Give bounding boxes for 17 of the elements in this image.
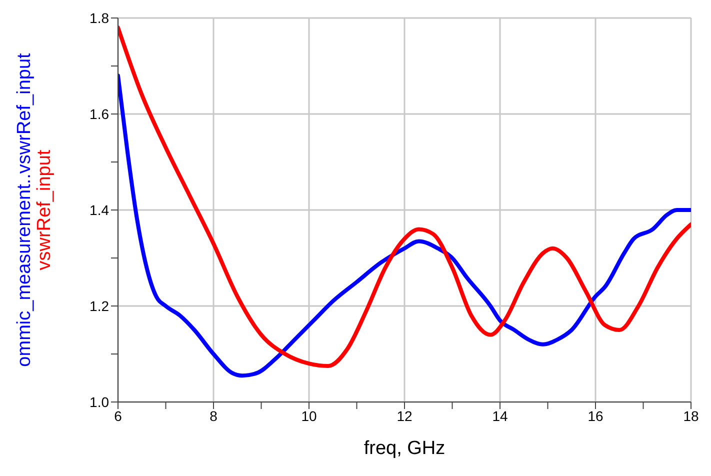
- y-tick-label: 1.6: [90, 106, 110, 122]
- x-tick-label: 18: [683, 408, 699, 424]
- line-series: [118, 74, 691, 378]
- x-tick-label: 12: [396, 408, 412, 424]
- y-tick-label: 1.2: [90, 298, 110, 314]
- y-tick-label: 1.0: [90, 394, 110, 410]
- x-tick-label: 6: [114, 408, 122, 424]
- x-axis-title: freq, GHz: [364, 438, 446, 459]
- x-tick-label: 14: [492, 408, 508, 424]
- text: ommic_measurement..vswrRef_input: [14, 52, 35, 367]
- x-tick-label: 16: [588, 408, 604, 424]
- x-tick-label: 8: [210, 408, 218, 424]
- line-series: [118, 26, 691, 368]
- y-tick-label: 1.8: [90, 10, 110, 26]
- text: vswrRef_input: [34, 149, 55, 270]
- x-tick-label: 10: [301, 408, 317, 424]
- y-tick-label: 1.4: [90, 202, 110, 218]
